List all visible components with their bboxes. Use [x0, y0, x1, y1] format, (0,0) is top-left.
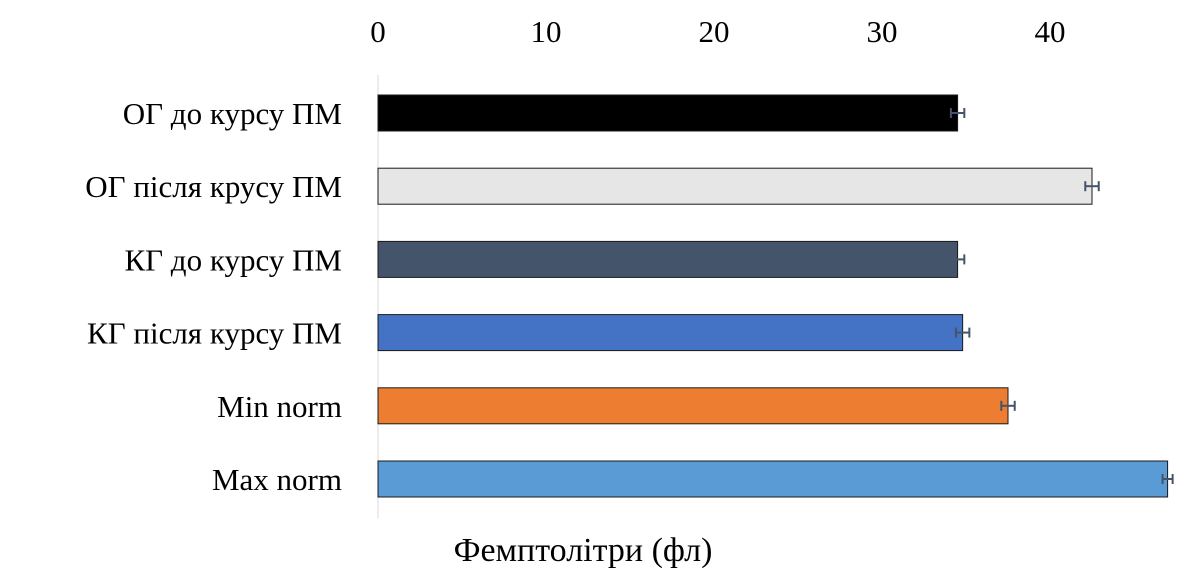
category-labels: ОГ до курсу ПМ ОГ після крусу ПМ КГ до кур…: [85, 96, 342, 497]
x-tick-label: 20: [699, 14, 730, 49]
category-label: КГ до курсу ПМ: [124, 242, 342, 277]
bars: [377, 94, 1169, 498]
bar: [377, 94, 959, 132]
x-axis-label: Фемптолітри (фл): [454, 532, 713, 568]
bar: [377, 460, 1169, 498]
error-bars: [949, 108, 1174, 484]
category-label: Min norm: [217, 389, 342, 424]
error-bar: [949, 254, 966, 265]
error-bar: [1000, 400, 1016, 411]
error-bar: [949, 108, 966, 118]
error-bar: [1161, 474, 1174, 484]
x-tick-labels: 0 10 20 30 40: [370, 14, 1065, 49]
category-label: КГ після курсу ПМ: [87, 316, 342, 351]
error-bar: [954, 327, 971, 338]
bar: [377, 167, 1093, 205]
x-tick-label: 10: [531, 14, 562, 49]
category-label: ОГ до курсу ПМ: [123, 96, 342, 131]
bar: [377, 240, 959, 278]
category-label: ОГ після крусу ПМ: [85, 169, 342, 204]
x-tick-label: 40: [1035, 14, 1066, 49]
x-tick-label: 30: [867, 14, 898, 49]
bar: [377, 314, 964, 352]
bar: [377, 387, 1009, 425]
category-label: Max norm: [212, 462, 342, 497]
x-tick-label: 0: [370, 14, 386, 49]
error-bar: [1084, 181, 1100, 192]
